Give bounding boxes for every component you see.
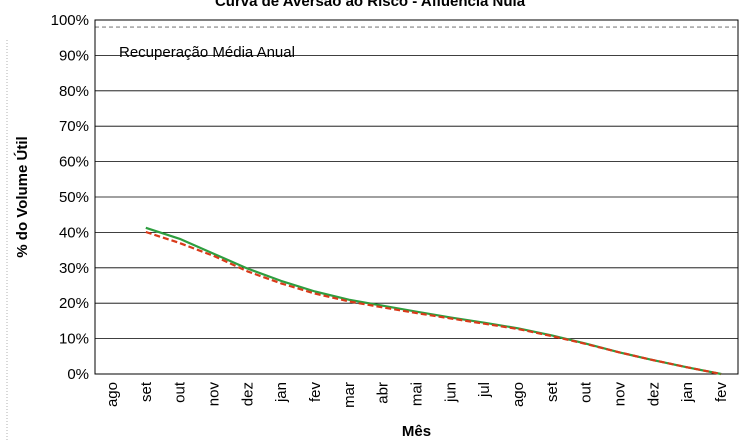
y-tick-label: 30% (59, 260, 89, 277)
x-tick-label: nov (205, 382, 222, 407)
x-tick-label: fev (713, 382, 730, 403)
series-group (145, 226, 722, 376)
y-tick-label: 70% (59, 118, 89, 135)
x-tick-label: mai (409, 382, 426, 406)
series-line-2 (145, 230, 722, 376)
x-tick-label: ago (510, 382, 527, 407)
y-tick-label: 80% (59, 83, 89, 100)
y-tick-label: 40% (59, 224, 89, 241)
x-tick-label: out (578, 381, 595, 403)
y-tick-labels: 0% 10% 20% 30% 40% 50% 60% 70% 80% 90% 100% (51, 12, 89, 383)
x-tick-label: jan (273, 382, 290, 403)
x-tick-label: abr (375, 382, 392, 404)
y-tick-label: 90% (59, 47, 89, 64)
chart-title: Curva de Aversão ao Risco - Afluência Nu… (215, 0, 526, 10)
x-tick-label: set (544, 381, 561, 402)
x-tick-label: mar (341, 382, 358, 408)
y-tick-label: 10% (59, 331, 89, 348)
x-tick-label: out (172, 381, 189, 403)
x-tick-labels: ago set out nov dez jan fev mar abr mai jun jul ago s… (104, 381, 730, 408)
x-axis-title: Mês (402, 423, 431, 440)
x-tick-label: fev (307, 382, 324, 403)
y-tick-label: 0% (67, 366, 89, 383)
x-tick-label: ago (104, 382, 121, 407)
x-tick-label: dez (239, 382, 256, 406)
x-tick-label: set (138, 381, 155, 402)
y-tick-label: 20% (59, 295, 89, 312)
x-tick-label: dez (645, 382, 662, 406)
x-tick-label: nov (612, 382, 629, 407)
x-tick-label: jun (442, 382, 459, 403)
y-tick-label: 100% (51, 12, 89, 29)
x-tick-label: jul (476, 382, 493, 398)
x-tick-label: jan (679, 382, 696, 403)
annotation-recuperacao: Recuperação Média Anual (119, 44, 295, 61)
y-axis-title: % do Volume Útil (13, 136, 31, 257)
y-tick-label: 50% (59, 189, 89, 206)
plot-area (94, 19, 739, 375)
y-tick-label: 60% (59, 154, 89, 171)
